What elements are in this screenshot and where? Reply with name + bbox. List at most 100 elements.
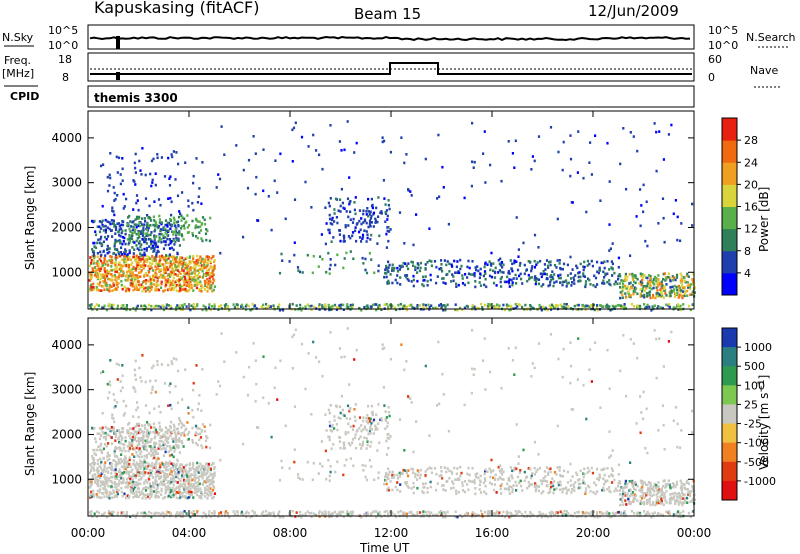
velocity-cell (617, 481, 620, 485)
velocity-cell (138, 428, 141, 432)
velocity-cell (120, 465, 124, 468)
velocity-cell (614, 487, 617, 490)
velocity-cell (126, 486, 129, 489)
power-cell (617, 266, 620, 269)
power-cell (366, 306, 369, 310)
power-cell (446, 272, 449, 276)
velocity-cell (112, 393, 115, 396)
power-cell (196, 261, 199, 264)
velocity-cell (186, 421, 189, 424)
velocity-cell (644, 446, 647, 450)
power-cell (313, 305, 316, 309)
velocity-cell (188, 484, 191, 488)
velocity-cell (165, 513, 168, 516)
power-cell (297, 269, 300, 272)
velocity-cell (354, 419, 357, 423)
power-cell (117, 277, 120, 280)
power-cell (211, 281, 215, 285)
power-cell (671, 275, 674, 278)
power-cell (192, 255, 195, 258)
power-cell (648, 286, 651, 290)
velocity-cell (559, 488, 562, 491)
velocity-cell (386, 488, 389, 491)
velocity-cell (207, 475, 210, 478)
power-cell (492, 281, 496, 285)
power-cell (179, 272, 182, 276)
power-cell (155, 261, 158, 265)
power-cell (143, 260, 146, 263)
power-cell (101, 284, 104, 288)
velocity-cell (154, 478, 157, 482)
velocity-cell (194, 481, 197, 485)
power-cell (328, 272, 331, 275)
velocity-cell (128, 462, 131, 466)
velocity-cell (201, 464, 204, 468)
velocity-cell (348, 409, 351, 413)
velocity-cell (121, 430, 125, 434)
power-cell (667, 272, 670, 275)
velocity-cell (111, 481, 114, 485)
power-cell (621, 279, 624, 283)
velocity-cell (556, 466, 559, 469)
power-cell (169, 217, 172, 221)
power-cell (128, 251, 131, 255)
power-cell (155, 251, 158, 255)
velocity-cell (430, 471, 433, 475)
velocity-cell (215, 393, 218, 396)
velocity-cell (134, 495, 138, 498)
power-cell (115, 268, 118, 271)
power-cell (622, 282, 625, 286)
power-cell (349, 236, 352, 240)
power-cell (409, 190, 412, 193)
velocity-cell (146, 431, 149, 434)
velocity-cell (534, 482, 537, 485)
velocity-cell (162, 496, 165, 500)
power-cell (315, 149, 318, 152)
velocity-cell (291, 335, 294, 339)
velocity-cell (200, 496, 203, 500)
nave-label: Nave (750, 64, 778, 77)
power-cell (92, 269, 95, 272)
power-cell (691, 280, 694, 283)
power-cell (543, 272, 546, 276)
velocity-cell (396, 488, 399, 492)
power-cell (184, 287, 187, 291)
power-cell (412, 284, 415, 288)
velocity-cell (661, 491, 664, 494)
power-cell (172, 267, 175, 271)
power-cell (108, 173, 111, 177)
velocity-cell (112, 468, 116, 472)
nsky-tick-bottom: 10^0 (48, 39, 78, 52)
power-cell (623, 284, 627, 288)
velocity-cell (604, 479, 607, 483)
velocity-cell (195, 442, 198, 445)
velocity-cell (447, 429, 450, 433)
power-cell (108, 303, 111, 306)
velocity-cell (121, 374, 124, 378)
power-cell (94, 230, 97, 233)
power-cell (265, 302, 268, 306)
power-cell (202, 262, 206, 265)
power-cell (321, 167, 324, 171)
velocity-cell (497, 465, 500, 469)
velocity-cell (158, 445, 161, 449)
power-cell (127, 277, 130, 280)
velocity-cell (101, 411, 104, 415)
velocity-cell (683, 486, 687, 490)
velocity-cell (158, 425, 161, 428)
power-cell (122, 192, 125, 196)
velocity-cell (127, 464, 130, 468)
power-cell (262, 303, 265, 307)
power-cell (398, 211, 402, 214)
power-cell (330, 308, 333, 311)
velocity-cell (144, 446, 147, 450)
velocity-cell (134, 476, 137, 479)
power-cell (383, 275, 386, 279)
power-cell (583, 275, 586, 278)
power-cell (498, 269, 501, 272)
power-cell (144, 282, 148, 285)
velocity-cell (501, 473, 504, 476)
power-cell (343, 148, 346, 152)
velocity-cell (206, 476, 209, 480)
